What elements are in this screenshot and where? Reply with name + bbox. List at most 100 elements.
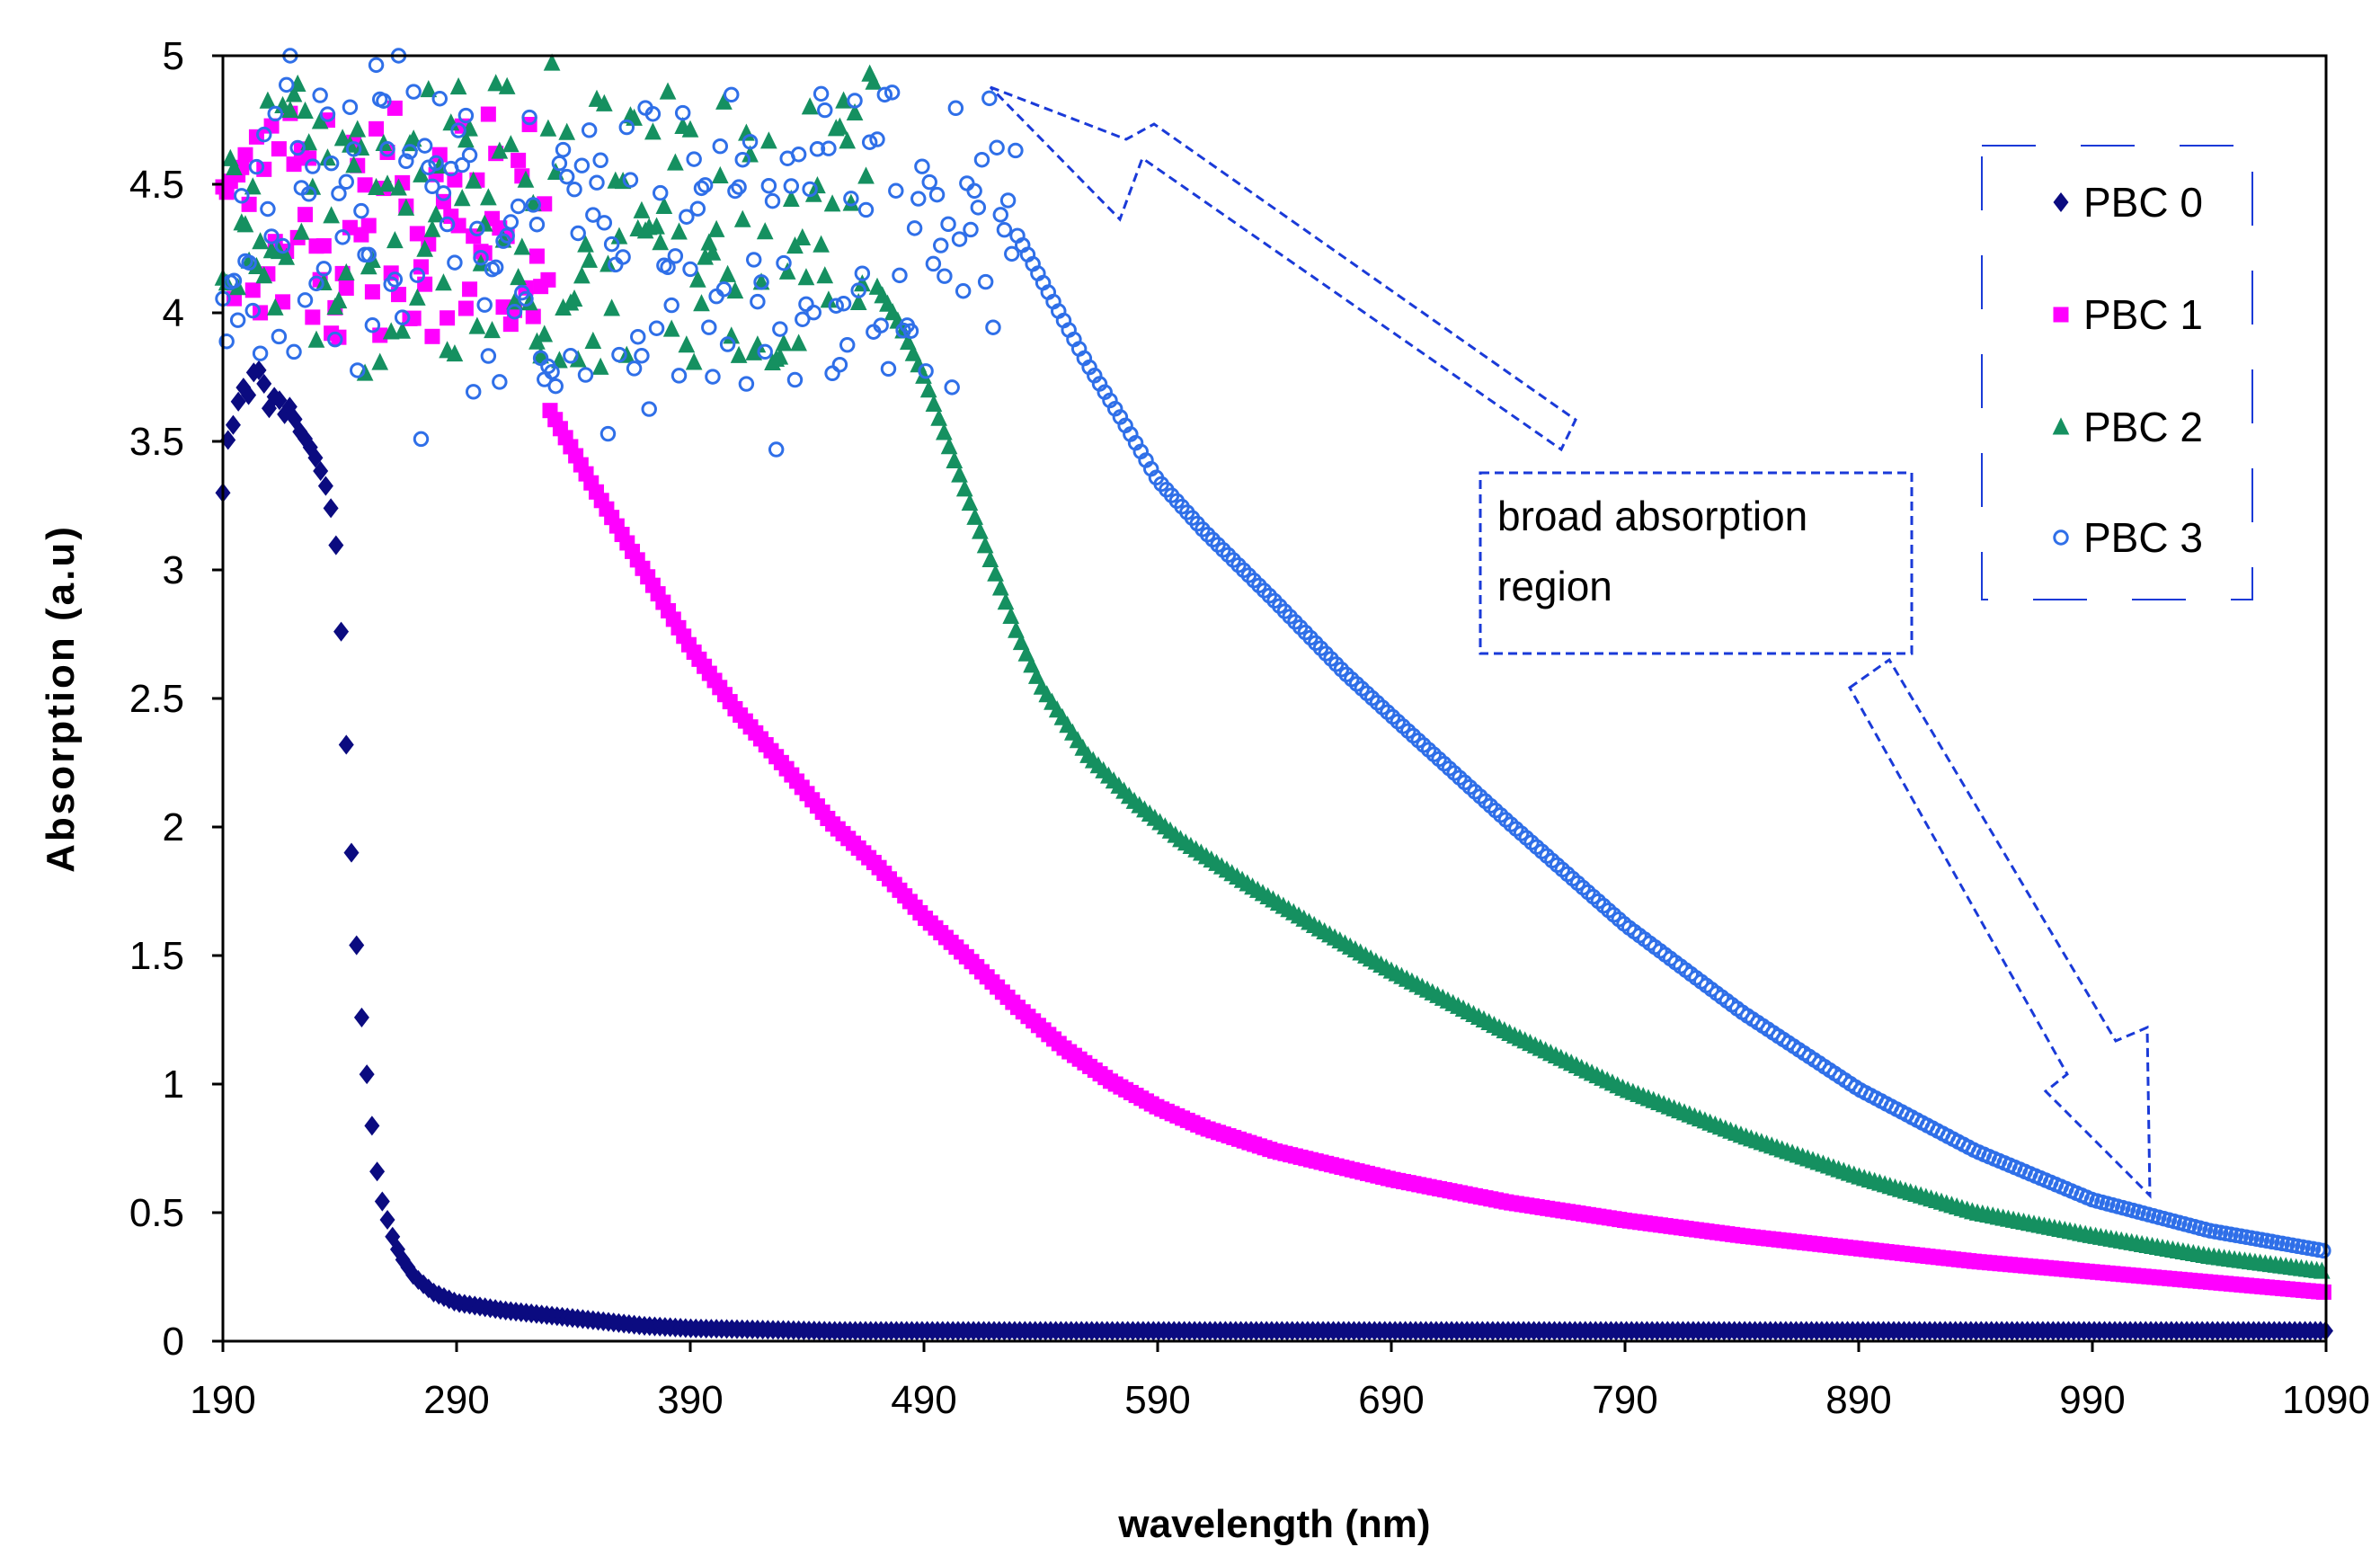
data-point-pbc-3 — [286, 343, 302, 360]
data-point-pbc-3 — [876, 86, 893, 103]
data-point-pbc-2 — [842, 193, 860, 211]
data-point-pbc-3 — [835, 296, 852, 312]
data-point-pbc-3 — [435, 185, 452, 201]
data-point-pbc-2 — [809, 175, 826, 194]
data-point-pbc-2 — [655, 196, 673, 215]
data-point-pbc-3 — [857, 201, 875, 218]
data-point-pbc-3 — [502, 214, 520, 230]
data-point-pbc-3 — [312, 87, 328, 103]
data-point-pbc-3 — [558, 168, 575, 185]
data-point-pbc-1 — [431, 147, 448, 163]
data-point-pbc-3 — [928, 186, 946, 203]
data-point-pbc-2 — [961, 494, 979, 511]
annotation-text-line-2: region — [1497, 563, 1612, 609]
data-point-pbc-3 — [873, 317, 889, 333]
data-point-pbc-1 — [315, 238, 332, 254]
data-point-pbc-2 — [297, 101, 314, 120]
data-point-pbc-3 — [663, 297, 679, 314]
data-point-pbc-1 — [241, 196, 257, 212]
data-point-pbc-3 — [234, 188, 250, 204]
data-point-pbc-3 — [431, 91, 448, 107]
data-point-pbc-3 — [319, 106, 336, 122]
data-point-pbc-0 — [374, 1191, 390, 1212]
data-point-pbc-2 — [565, 289, 583, 307]
data-point-pbc-3 — [2315, 1242, 2331, 1259]
data-point-pbc-1 — [256, 161, 272, 177]
data-point-pbc-1 — [537, 196, 553, 212]
data-point-pbc-3 — [248, 158, 265, 175]
data-point-pbc-2 — [1008, 620, 1025, 638]
data-point-pbc-2 — [465, 171, 483, 189]
data-point-pbc-2 — [420, 80, 438, 98]
data-point-pbc-2 — [248, 256, 265, 274]
legend-box — [1981, 145, 2253, 600]
data-point-pbc-2 — [1002, 606, 1020, 624]
data-point-pbc-3 — [712, 138, 729, 155]
data-point-pbc-3 — [360, 246, 377, 263]
data-point-pbc-3 — [331, 185, 347, 201]
series-pbc-1 — [215, 100, 2331, 1300]
data-point-pbc-3 — [973, 151, 990, 168]
data-point-pbc-3 — [850, 282, 866, 298]
data-point-pbc-3 — [506, 303, 523, 320]
data-point-pbc-3 — [428, 155, 444, 172]
data-point-pbc-1 — [248, 129, 264, 145]
data-point-pbc-3 — [252, 345, 269, 361]
data-point-pbc-2 — [345, 156, 362, 173]
data-point-pbc-2 — [678, 335, 696, 353]
data-point-pbc-3 — [910, 191, 927, 207]
data-point-pbc-2 — [681, 120, 699, 138]
annotation-text-line-1: broad absorption — [1497, 493, 1807, 539]
data-point-pbc-2 — [333, 129, 351, 147]
data-point-pbc-2 — [413, 165, 430, 182]
data-point-pbc-2 — [581, 250, 599, 268]
data-point-pbc-2 — [839, 131, 857, 149]
data-point-pbc-3 — [342, 99, 359, 115]
y-tick-label: 2 — [163, 805, 184, 849]
data-point-pbc-0 — [359, 1064, 375, 1085]
data-point-pbc-3 — [376, 93, 392, 109]
data-point-pbc-1 — [424, 328, 440, 344]
data-point-pbc-3 — [260, 200, 276, 218]
data-point-pbc-3 — [218, 333, 235, 350]
data-point-pbc-3 — [573, 157, 591, 173]
data-point-pbc-2 — [730, 345, 748, 363]
data-point-pbc-2 — [536, 325, 554, 342]
data-point-pbc-3 — [386, 271, 404, 288]
data-point-pbc-2 — [813, 235, 830, 253]
data-point-pbc-3 — [902, 323, 919, 340]
data-point-pbc-2 — [416, 239, 433, 257]
data-point-pbc-3 — [679, 209, 695, 225]
legend: PBC 0 PBC 1 PBC 2 PBC 3 — [1981, 145, 2253, 600]
data-point-pbc-1 — [2315, 1284, 2331, 1300]
data-point-pbc-1 — [502, 316, 519, 333]
series-pbc-3 — [215, 48, 2331, 1259]
data-point-pbc-2 — [591, 357, 609, 375]
data-point-pbc-1 — [413, 259, 429, 275]
data-point-pbc-1 — [338, 280, 354, 296]
data-point-pbc-2 — [820, 290, 838, 308]
data-point-pbc-3 — [705, 369, 721, 385]
data-point-pbc-2 — [849, 292, 867, 310]
data-point-pbc-1 — [466, 228, 482, 245]
data-point-pbc-2 — [337, 262, 355, 281]
data-point-pbc-3 — [813, 85, 830, 102]
y-axis-ticks: 0 0.5 1 1.5 2 2.5 3 3.5 4 4.5 5 — [129, 34, 223, 1364]
data-point-pbc-2 — [801, 97, 819, 115]
data-point-pbc-0 — [349, 935, 365, 956]
data-point-pbc-0 — [281, 396, 298, 417]
data-point-pbc-2 — [904, 343, 922, 361]
data-point-pbc-3 — [518, 290, 534, 307]
data-point-pbc-3 — [951, 231, 968, 247]
data-point-pbc-3 — [940, 216, 956, 233]
data-point-pbc-2 — [797, 268, 815, 286]
data-point-pbc-3 — [757, 343, 773, 360]
legend-label: PBC 0 — [2083, 179, 2203, 226]
data-point-pbc-2 — [584, 331, 602, 349]
data-point-pbc-2 — [446, 344, 464, 362]
data-point-pbc-2 — [756, 222, 774, 240]
data-point-pbc-3 — [589, 174, 605, 191]
data-point-pbc-3 — [424, 178, 440, 195]
data-point-pbc-3 — [992, 207, 1009, 223]
data-point-pbc-2 — [259, 91, 277, 109]
